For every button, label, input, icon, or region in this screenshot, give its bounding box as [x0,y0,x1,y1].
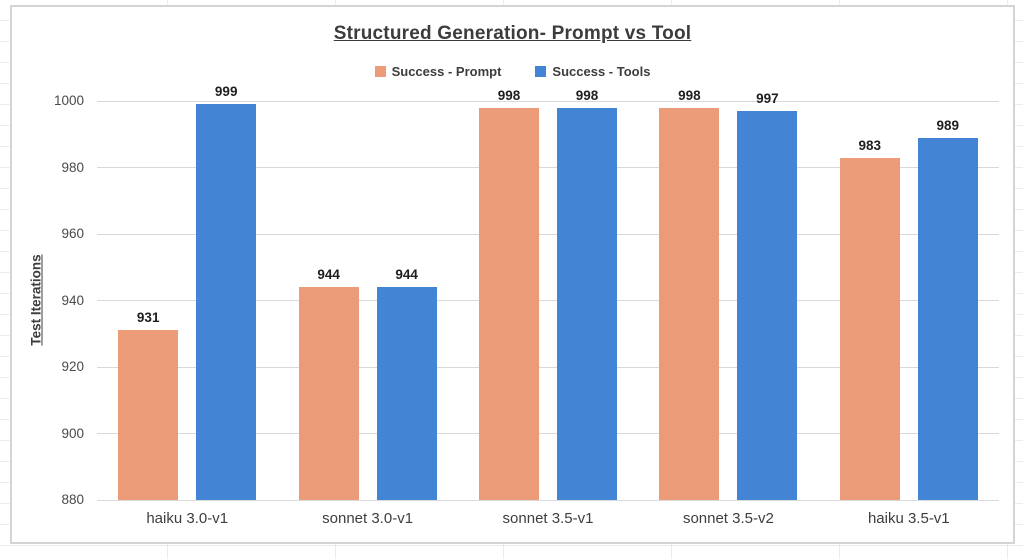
legend-item-success-prompt[interactable]: Success - Prompt [374,64,502,79]
legend-swatch-prompt-icon [374,66,386,77]
legend-swatch-tools-icon [535,66,547,77]
bar-value-label: 998 [678,87,701,103]
bar-success-prompt[interactable] [118,330,179,500]
bar-success-tools[interactable] [557,107,617,500]
y-tick-label: 880 [61,492,84,507]
y-tick-label: 940 [61,292,84,308]
bar-success-prompt[interactable] [839,157,900,500]
chart-title: Structured Generation- Prompt vs Tool [333,23,692,44]
bar-success-tools[interactable] [376,287,437,500]
bar-value-label: 983 [858,137,882,153]
gridline [97,100,999,102]
bar-value-label: 944 [317,267,340,283]
gridline [97,233,999,235]
legend-item-success-tools[interactable]: Success - Tools [535,64,650,79]
bar-success-prompt[interactable] [659,107,720,500]
bar-success-tools[interactable] [917,137,978,500]
bar-success-prompt[interactable] [479,107,539,500]
legend-label-success-prompt: Success - Prompt [391,64,502,79]
y-tick-label: 1000 [53,93,84,108]
y-tick-label: 920 [61,359,84,374]
gridline [97,167,999,168]
gridline [97,499,999,501]
y-tick-label: 960 [61,226,84,241]
bar-value-label: 931 [136,310,160,326]
legend-label-success-tools: Success - Tools [552,64,651,79]
y-tick-label: 980 [61,159,84,175]
bar-value-label: 999 [214,84,238,100]
bar-success-prompt[interactable] [298,287,359,500]
x-axis-category-label: sonnet 3.5-v2 [682,510,774,527]
chart-object[interactable]: Structured Generation- Prompt vs Tool Su… [10,5,1015,544]
bar-success-tools[interactable] [196,104,257,500]
bar-value-label: 944 [395,267,418,283]
bar-value-label: 997 [756,90,779,106]
chart-legend[interactable]: Success - Prompt Success - Tools [12,64,1013,79]
x-axis-category-label: haiku 3.0-v1 [146,510,229,527]
bar-value-label: 998 [497,87,521,103]
bar-success-tools[interactable] [737,110,798,500]
gridline [97,300,999,301]
bar-value-label: 998 [575,87,599,103]
x-axis-category-label: haiku 3.5-v1 [867,510,950,527]
x-axis-category-label: sonnet 3.5-v1 [502,510,594,527]
x-axis-category-label: sonnet 3.0-v1 [322,510,414,527]
bar-value-label: 989 [936,117,960,133]
gridline [97,366,999,368]
gridline [97,433,999,434]
y-tick-label: 900 [61,425,84,441]
plot-area: 931 999 944 944 998 998 998 997 983 989 [97,84,999,501]
